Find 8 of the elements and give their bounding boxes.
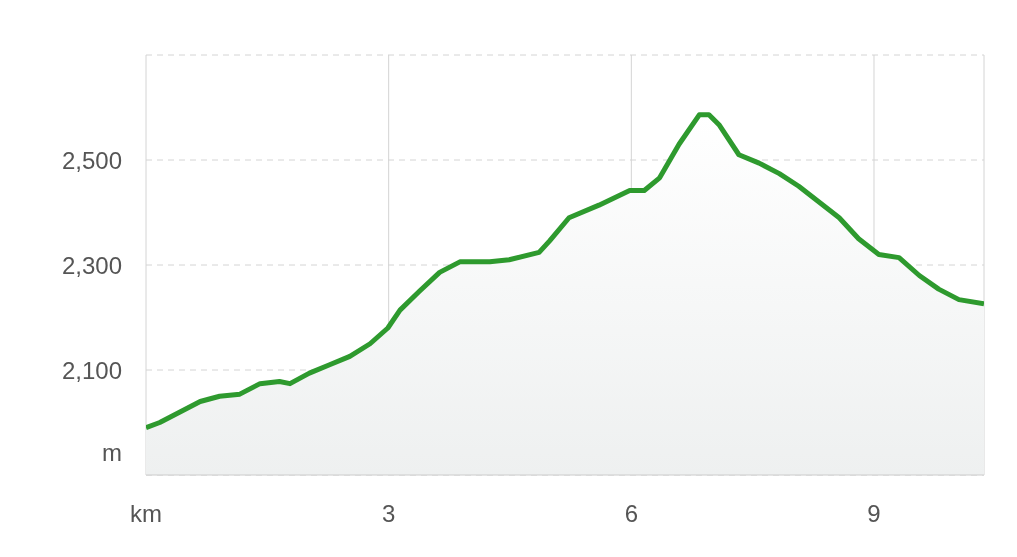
x-tick-label: km xyxy=(130,500,162,528)
x-tick-label: 3 xyxy=(381,500,396,528)
x-tick-label: 6 xyxy=(624,500,639,528)
y-tick-label: 2,100 xyxy=(61,356,122,384)
y-axis-title: m xyxy=(102,439,122,466)
y-tick-label: 2,300 xyxy=(61,251,122,279)
y-tick-label: 2,500 xyxy=(61,146,122,174)
x-tick-label: 9 xyxy=(867,500,881,528)
